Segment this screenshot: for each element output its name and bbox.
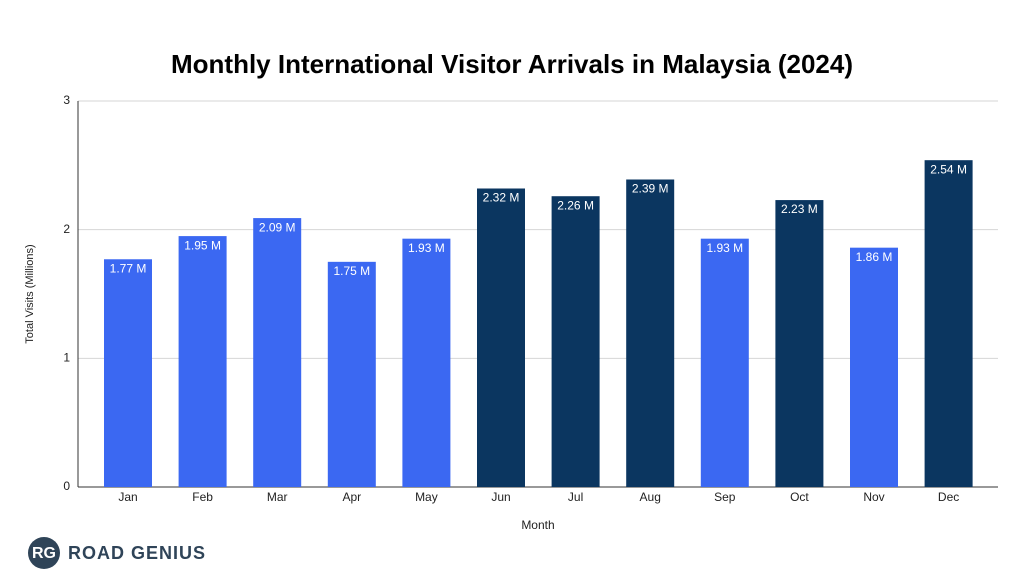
logo-name: ROAD GENIUS [68, 543, 206, 563]
x-tick-label: Jun [491, 490, 510, 504]
x-tick-label: Feb [192, 490, 213, 504]
bar [924, 160, 973, 488]
value-label: 2.09 M [259, 220, 296, 234]
value-label: 2.54 M [930, 162, 967, 176]
bar [178, 236, 227, 487]
bar [850, 247, 898, 487]
bar [402, 238, 451, 487]
y-tick-label: 2 [63, 222, 70, 236]
x-tick-label: Jan [118, 490, 137, 504]
bar [327, 261, 376, 487]
x-axis-label: Month [521, 518, 554, 532]
x-tick-label: Jul [568, 490, 583, 504]
value-label: 2.32 M [483, 191, 520, 205]
value-label: 2.23 M [781, 202, 818, 216]
value-label: 1.93 M [706, 241, 743, 255]
bar [775, 200, 824, 487]
bar [626, 179, 675, 487]
y-tick-label: 3 [63, 93, 70, 107]
x-tick-label: Apr [342, 490, 361, 504]
x-tick-label: Dec [938, 490, 959, 504]
bar [253, 218, 302, 487]
y-tick-label: 1 [63, 351, 70, 365]
logo-mark: RG [32, 545, 56, 562]
x-tick-label: May [415, 490, 438, 504]
value-label: 1.77 M [110, 261, 147, 275]
x-tick-label: Sep [714, 490, 736, 504]
bar [551, 196, 600, 488]
x-tick-label: Aug [640, 490, 661, 504]
value-label: 1.75 M [333, 264, 370, 278]
x-tick-label: Nov [863, 490, 884, 504]
bar [477, 188, 525, 487]
bar [104, 259, 152, 487]
value-label: 2.26 M [557, 198, 594, 212]
chart-title: Monthly International Visitor Arrivals i… [171, 49, 853, 79]
value-label: 1.93 M [408, 241, 445, 255]
x-tick-label: Oct [790, 490, 809, 504]
y-axis-label: Total Visits (Millions) [24, 244, 36, 343]
value-label: 1.86 M [856, 250, 893, 264]
bar [700, 238, 749, 487]
x-tick-label: Mar [267, 490, 288, 504]
value-label: 2.39 M [632, 182, 669, 196]
y-tick-label: 0 [63, 479, 70, 493]
logo-badge [28, 537, 60, 569]
value-label: 1.95 M [184, 238, 221, 252]
